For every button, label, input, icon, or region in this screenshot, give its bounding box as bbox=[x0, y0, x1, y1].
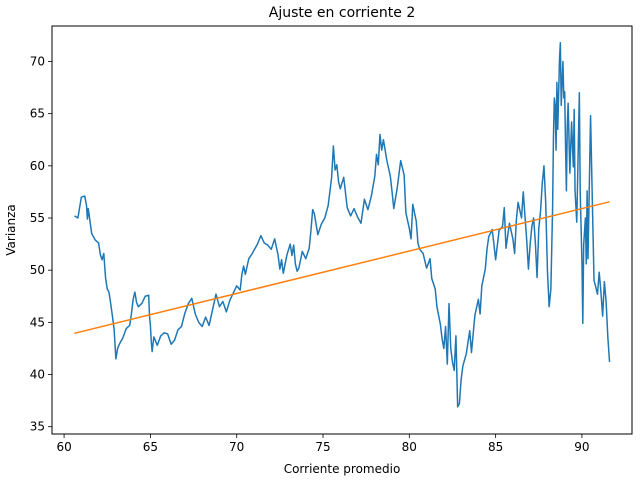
ticks-layer: 60 65 70 75 80 85 90 35 40 45 50 55 60 65 70 bbox=[30, 54, 590, 454]
y-tick-label: 60 bbox=[30, 159, 45, 173]
x-tick-label: 85 bbox=[488, 440, 503, 454]
chart-title: Ajuste en corriente 2 bbox=[269, 5, 416, 21]
x-tick-label: 60 bbox=[56, 440, 71, 454]
series-layer bbox=[74, 41, 611, 408]
x-axis-label: Corriente promedio bbox=[284, 462, 401, 476]
x-tick-label: 90 bbox=[574, 440, 589, 454]
y-axis-label: Varianza bbox=[4, 204, 18, 256]
y-tick-label: 45 bbox=[30, 315, 45, 329]
y-tick-label: 50 bbox=[30, 263, 45, 277]
x-tick-label: 65 bbox=[143, 440, 158, 454]
x-tick-label: 75 bbox=[315, 440, 330, 454]
data-series-line bbox=[74, 41, 611, 408]
fit-line bbox=[74, 201, 610, 335]
y-tick-label: 55 bbox=[30, 211, 45, 225]
y-tick-label: 35 bbox=[30, 420, 45, 434]
y-tick-label: 65 bbox=[30, 107, 45, 121]
y-tick-label: 70 bbox=[30, 54, 45, 68]
plot-area bbox=[52, 26, 632, 434]
axes-frame bbox=[51, 25, 633, 435]
x-tick-label: 70 bbox=[229, 440, 244, 454]
y-tick-label: 40 bbox=[30, 368, 45, 382]
x-tick-label: 80 bbox=[402, 440, 417, 454]
